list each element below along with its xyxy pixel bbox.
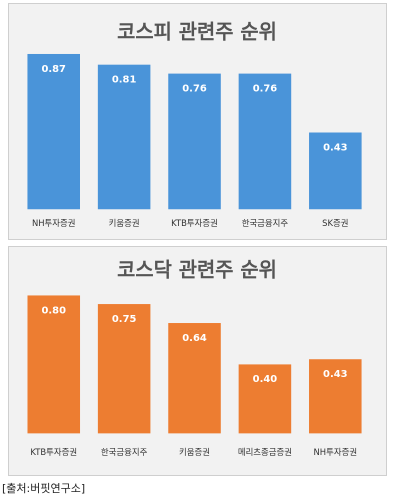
kospi-chart-panel: 코스피 관련주 순위 0.87 NH투자증권 0.81 키움증권 0.76 KTB투자증권 0… [8, 3, 387, 240]
kospi-bar-5 [309, 132, 362, 210]
kospi-bar-2 [97, 64, 151, 210]
kospi-bar-value-label: 0.43 [323, 142, 348, 153]
kosdaq-bar-value-label: 0.80 [42, 305, 67, 316]
kosdaq-bar-4 [238, 364, 292, 434]
kospi-category-label: 한국금융지주 [242, 218, 289, 228]
kospi-bar-3 [168, 73, 221, 210]
kospi-category-label: SK증권 [322, 218, 348, 228]
kosdaq-bar-value-label: 0.40 [253, 374, 278, 385]
kosdaq-bar-2 [97, 304, 151, 434]
kosdaq-category-label: KTB투자증권 [30, 447, 77, 457]
kospi-chart: 코스피 관련주 순위 0.87 NH투자증권 0.81 키움증권 0.76 KTB투자증권 0… [27, 21, 362, 228]
kospi-bar-value-label: 0.87 [41, 64, 66, 75]
kospi-bar-value-label: 0.76 [182, 83, 207, 94]
source-note: [출처:버핏연구소] [2, 482, 86, 495]
kospi-category-label: KTB투자증권 [171, 218, 218, 228]
kospi-bar-value-label: 0.76 [253, 83, 278, 94]
kospi-bar-value-label: 0.81 [112, 75, 137, 86]
kosdaq-category-label: NH투자증권 [314, 447, 358, 457]
kospi-bar-1 [27, 53, 80, 210]
kosdaq-chart-panel: 코스닥 관련주 순위 0.80 KTB투자증권 0.75 한국금융지주 0.64 키움증권 0… [8, 246, 387, 476]
kospi-category-label: NH투자증권 [32, 218, 76, 228]
kosdaq-chart: 코스닥 관련주 순위 0.80 KTB투자증권 0.75 한국금융지주 0.64 키움증권 0… [27, 259, 362, 457]
kosdaq-bar-1 [27, 295, 81, 434]
kosdaq-bar-3 [168, 323, 221, 434]
kospi-chart-title: 코스피 관련주 순위 [117, 21, 277, 44]
kosdaq-category-label: 키움증권 [179, 447, 210, 457]
kosdaq-bar-value-label: 0.43 [323, 369, 348, 380]
kospi-bar-4 [238, 73, 292, 210]
kospi-category-label: 키움증권 [109, 218, 140, 228]
kosdaq-category-label: 메리츠종금증권 [238, 447, 292, 457]
kosdaq-bar-value-label: 0.75 [112, 314, 137, 325]
kosdaq-bar-value-label: 0.64 [182, 333, 207, 344]
kosdaq-chart-title: 코스닥 관련주 순위 [117, 259, 277, 282]
kosdaq-category-label: 한국금융지주 [101, 447, 148, 457]
kosdaq-bar-5 [309, 359, 362, 434]
